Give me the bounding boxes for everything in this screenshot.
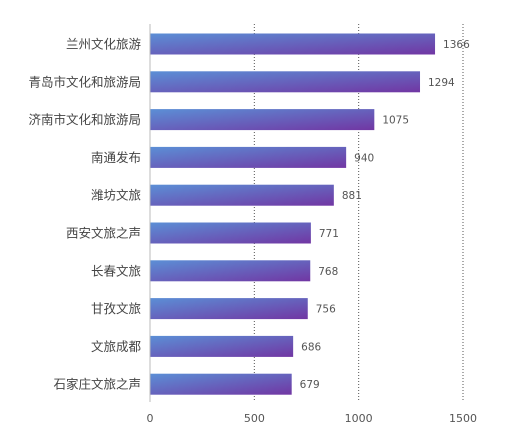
category-label: 西安文旅之声 — [66, 226, 141, 241]
category-label: 兰州文化旅游 — [66, 37, 142, 52]
category-label: 潍坊文旅 — [91, 188, 141, 203]
category-label: 石家庄文旅之声 — [53, 377, 141, 392]
bar-4 — [150, 184, 334, 206]
value-label: 1366 — [443, 39, 470, 51]
value-label: 1294 — [428, 77, 455, 89]
value-labels: 1366 1294 1075 940 881 771 768 756 686 679 — [300, 39, 470, 391]
x-tick-label: 1500 — [449, 412, 477, 425]
category-label: 长春文旅 — [91, 263, 141, 278]
bar-0 — [150, 33, 436, 55]
value-label: 771 — [319, 228, 339, 240]
category-labels: 兰州文化旅游青岛市文化和旅游局济南市文化和旅游局南通发布潍坊文旅西安文旅之声长春… — [28, 37, 141, 392]
value-label: 756 — [316, 304, 336, 316]
bar-9 — [150, 373, 292, 395]
value-label: 881 — [342, 190, 362, 202]
bar-1 — [150, 71, 421, 93]
x-tick-label: 500 — [244, 412, 265, 425]
value-label: 768 — [318, 266, 338, 278]
bar-2 — [150, 109, 375, 131]
category-label: 文旅成都 — [91, 339, 142, 354]
x-tick-label: 0 — [147, 412, 154, 425]
x-tick-label: 1000 — [345, 412, 373, 425]
bar-5 — [150, 222, 311, 244]
value-label: 940 — [354, 152, 374, 164]
category-label: 青岛市文化和旅游局 — [28, 74, 141, 89]
category-label: 南通发布 — [91, 150, 141, 165]
value-label: 679 — [300, 379, 320, 391]
bar-7 — [150, 298, 308, 320]
category-label: 甘孜文旅 — [91, 301, 141, 316]
bar-3 — [150, 146, 347, 168]
category-label: 济南市文化和旅游局 — [28, 112, 141, 127]
bar-6 — [150, 260, 311, 282]
value-label: 1075 — [382, 115, 409, 127]
bars-layer — [150, 33, 436, 395]
x-axis: 0 500 1000 1500 — [147, 24, 477, 425]
value-label: 686 — [301, 341, 321, 353]
bar-8 — [150, 335, 294, 357]
